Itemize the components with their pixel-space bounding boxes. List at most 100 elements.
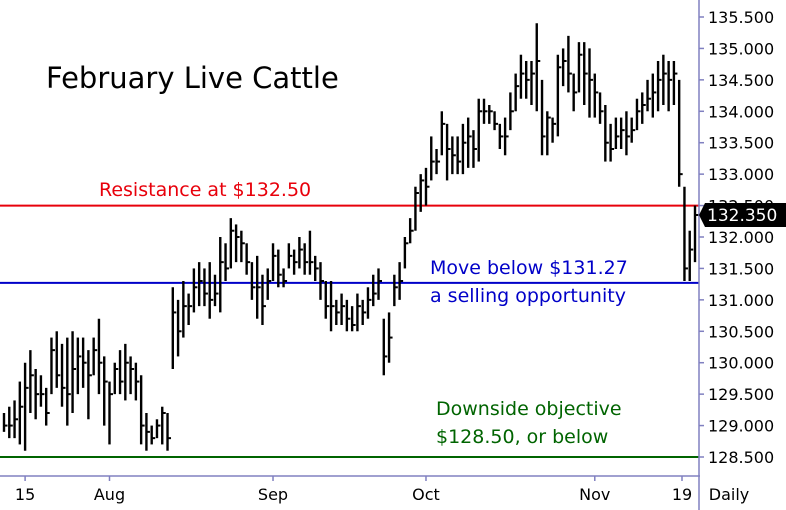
ohlc-bar — [97, 318, 103, 395]
ohlc-bar — [630, 117, 636, 143]
ohlc-bar — [382, 318, 388, 376]
ohlc-bar — [546, 111, 551, 156]
ohlc-bar — [403, 237, 409, 269]
ohlc-bar — [23, 362, 29, 451]
ohlc-bar — [662, 54, 667, 105]
ohlc-bar — [466, 117, 472, 168]
resistance-label: Resistance at $132.50 — [99, 179, 311, 201]
ohlc-bar — [561, 48, 567, 87]
ohlc-bar — [166, 413, 172, 451]
y-axis-ticks: 135.500 135.000 134.500 134.000 133.500 133.0… — [699, 8, 774, 467]
ohlc-bar — [176, 299, 182, 357]
ohlc-bar — [567, 35, 572, 93]
trigger-label-line2: a selling opportunity — [430, 285, 626, 307]
ohlc-bar — [672, 61, 678, 105]
ohlc-bar — [498, 123, 504, 149]
y-tick-label: 133.000 — [708, 165, 774, 184]
ohlc-bar — [8, 406, 13, 439]
ohlc-bar — [103, 356, 108, 426]
chart-title: February Live Cattle — [46, 61, 339, 95]
y-tick-label: 135.500 — [708, 8, 774, 27]
ohlc-bar — [314, 255, 319, 281]
ohlc-bar — [319, 262, 324, 300]
last-price-label: 132.350 — [707, 206, 777, 226]
x-axis-ticks: 15 Aug Sep Oct Nov 19 Daily — [15, 476, 749, 504]
ohlc-bar — [677, 79, 683, 187]
ohlc-bar — [145, 413, 150, 451]
ohlc-bar — [456, 136, 462, 175]
ohlc-bar — [161, 406, 166, 445]
ohlc-bar — [372, 274, 377, 307]
ohlc-bar — [419, 174, 425, 212]
ohlc-bar — [298, 237, 303, 269]
ohlc-bar — [139, 375, 145, 445]
y-tick-label: 130.000 — [708, 354, 774, 373]
x-tick-label: Daily — [709, 485, 749, 504]
ohlc-bar — [408, 218, 414, 244]
ohlc-bar — [387, 312, 393, 363]
ohlc-bar — [482, 98, 488, 124]
ohlc-bar — [60, 343, 66, 407]
ohlc-bar — [108, 381, 113, 445]
x-tick-label: Aug — [94, 485, 125, 504]
y-tick-label: 129.500 — [708, 385, 774, 404]
ohlc-bar — [13, 400, 19, 439]
ohlc-bar — [477, 98, 483, 162]
ohlc-bar — [66, 337, 71, 426]
ohlc-bar — [219, 237, 224, 313]
ohlc-bar — [18, 381, 24, 445]
x-tick-label: Nov — [579, 485, 610, 504]
ohlc-bar — [572, 73, 578, 112]
ohlc-bar — [303, 243, 309, 275]
ohlc-bar — [34, 369, 40, 420]
y-tick-label: 134.500 — [708, 71, 774, 90]
ohlc-bar — [445, 123, 451, 181]
ohlc-bar — [44, 387, 50, 426]
ohlc-bar — [92, 337, 98, 376]
ohlc-bar — [604, 105, 609, 162]
ohlc-bar — [113, 362, 119, 395]
ohlc-bar — [118, 350, 124, 395]
x-tick-label: 19 — [672, 485, 692, 504]
x-tick-label: Oct — [412, 485, 440, 504]
y-tick-label: 131.500 — [708, 259, 774, 278]
ohlc-bar — [324, 281, 330, 319]
ohlc-bar — [39, 375, 45, 407]
ohlc-bar — [277, 249, 282, 288]
ohlc-bar — [308, 230, 314, 275]
ohlc-bar — [551, 117, 557, 143]
ohlc-bar — [614, 117, 620, 149]
ohlc-bar — [577, 42, 583, 93]
ohlc-bar — [430, 136, 435, 181]
ohlc-bar — [87, 350, 92, 420]
ohlc-bar — [81, 337, 87, 388]
ohlc-bar — [29, 350, 34, 413]
y-tick-label: 135.000 — [708, 39, 774, 58]
ohlc-bar — [424, 167, 430, 206]
ohlc-bar — [503, 117, 509, 156]
x-tick-label: 15 — [15, 485, 35, 504]
ohlc-bar — [261, 274, 266, 325]
ohlc-bar — [50, 337, 55, 395]
ohlc-bar — [266, 268, 272, 300]
ohlc-bar — [76, 337, 82, 395]
ohlc-bar — [150, 425, 156, 445]
ohlc-bar — [588, 48, 594, 118]
ohlc-bar — [393, 274, 398, 307]
ohlc-bar — [208, 262, 214, 319]
ohlc-bar — [197, 262, 203, 307]
ohlc-bar — [282, 268, 288, 288]
ohlc-bar — [182, 281, 187, 338]
ohlc-bar — [535, 23, 541, 112]
ohlc-bar — [493, 111, 499, 131]
ohlc-bar — [583, 42, 588, 105]
ohlc-bar — [530, 61, 535, 105]
ohlc-bar — [414, 186, 419, 231]
ohlc-bar — [224, 243, 230, 281]
ohlc-bar — [461, 123, 467, 175]
ohlc-bar — [683, 186, 688, 281]
ohlc-bar — [292, 249, 298, 275]
ohlc-bar — [656, 61, 662, 112]
y-tick-label: 128.500 — [708, 448, 774, 467]
